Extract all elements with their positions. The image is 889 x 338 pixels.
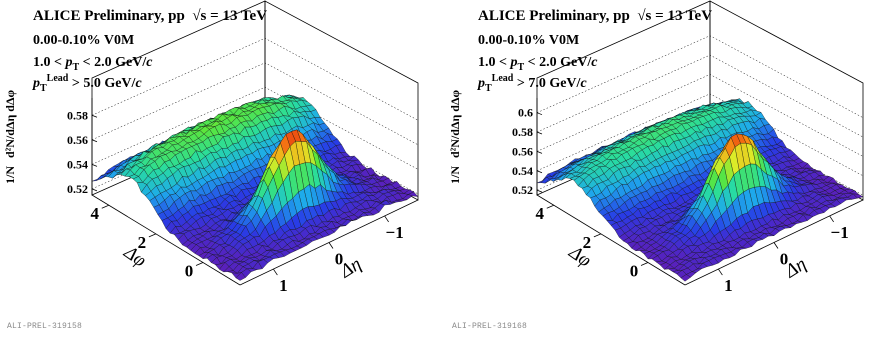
eta-tick-label: 0 xyxy=(780,250,789,269)
header-pt-lead: pTLead > 5.0 GeV/c xyxy=(33,73,142,94)
surface-cell xyxy=(235,272,246,281)
y-title-frac: d²N/dΔη dΔφ xyxy=(448,90,462,158)
preliminary-id: ALI-PREL-319158 xyxy=(7,322,83,331)
phi-tick-mark xyxy=(640,262,649,266)
z-ticks: 0.52 0.54 0.56 0.58 xyxy=(67,108,98,196)
phi-tick-label: 4 xyxy=(536,204,545,223)
eta-tick-mark xyxy=(773,242,779,249)
z-tick-mark xyxy=(91,139,98,143)
z-tick-label: 0.56 xyxy=(67,133,88,147)
surface-plot-right: 0.520.540.560.580.6024Δφ10−1Δη1/Nd²N/dΔη… xyxy=(448,0,864,295)
z-tick-mark xyxy=(536,170,543,174)
z-tick-label: 0.52 xyxy=(512,183,533,197)
phi-tick-mark xyxy=(101,204,109,209)
eta-tick-label: −1 xyxy=(386,223,404,242)
y-axis-title: 1/N d²N/dΔη dΔφ xyxy=(448,90,462,184)
z-tick-mark xyxy=(91,163,98,167)
z-tick-label: 0.58 xyxy=(512,125,533,139)
z-tick-mark xyxy=(536,151,543,154)
eta-tick-mark xyxy=(273,268,278,276)
header-pt-lead: pTLead > 7.0 GeV/c xyxy=(478,73,587,94)
experiment-label: ALICE Preliminary, pp xyxy=(478,8,630,24)
phi-tick-label: 4 xyxy=(91,204,100,223)
phi-tick-label: 2 xyxy=(583,233,592,252)
grid-line xyxy=(536,93,864,177)
y-title-frac: d²N/dΔη dΔφ xyxy=(3,90,17,158)
phi-axis-line xyxy=(91,194,241,286)
eta-ticks: 1 0 −1 xyxy=(718,215,849,295)
eta-tick-label: 1 xyxy=(279,276,288,295)
z-tick-mark xyxy=(91,188,98,192)
y-title-prefix: 1/N xyxy=(3,166,17,184)
surface xyxy=(91,94,419,281)
header-pt-range: 1.0 < pT < 2.0 GeV/c xyxy=(33,55,153,73)
pt-min: 1.0 < xyxy=(33,55,62,70)
eta-tick-label: −1 xyxy=(831,223,849,242)
energy-label: √s = 13 TeV xyxy=(637,8,713,24)
phi-tick-mark xyxy=(148,233,157,238)
surface-cell xyxy=(95,175,107,181)
z-tick-label: 0.52 xyxy=(67,182,88,196)
grid-line xyxy=(536,35,864,118)
header-multiplicity: 0.00-0.10% V0M xyxy=(478,33,580,48)
z-tick-label: 0.58 xyxy=(67,108,88,122)
surface-cell xyxy=(680,274,691,282)
grid-line xyxy=(91,37,419,121)
z-tick-mark xyxy=(536,131,543,135)
phi-tick-label: 0 xyxy=(185,261,194,280)
pt-min: 1.0 < xyxy=(478,55,507,70)
eta-tick-mark xyxy=(328,242,334,249)
phi-ticks: 0 2 4 xyxy=(91,204,204,280)
z-tick-label: 0.54 xyxy=(67,157,88,171)
phi-axis-line xyxy=(536,194,686,286)
header-experiment: ALICE Preliminary, pp √s = 13 TeV xyxy=(478,8,712,25)
eta-tick-label: 0 xyxy=(335,250,344,269)
pt-max: < 2.0 GeV/ xyxy=(527,55,592,70)
energy-label: √s = 13 TeV xyxy=(192,8,268,24)
chart-panel-left: 0.52 0.54 0.56 0.58 0 2 4 Δφ 1 0 −1 Δη 1/N d²N/dΔη dΔ… xyxy=(0,0,444,338)
phi-ticks: 0 2 4 xyxy=(536,204,649,280)
header-experiment: ALICE Preliminary, pp √s = 13 TeV xyxy=(33,8,267,25)
z-tick-label: 0.6 xyxy=(518,106,533,120)
eta-ticks: 1 0 −1 xyxy=(273,215,404,295)
grid-line xyxy=(536,74,864,157)
grid-line xyxy=(91,87,419,170)
header-multiplicity: 0.00-0.10% V0M xyxy=(33,33,135,48)
experiment-label: ALICE Preliminary, pp xyxy=(33,8,185,24)
chart-panel-right: 0.52 0.54 0.56 0.58 0.6 0 2 4 Δφ 1 0 −1 Δη 1/N d²N/dΔη… xyxy=(445,0,889,338)
pt-lead-cut: > 5.0 GeV/ xyxy=(71,76,136,91)
header-pt-range: 1.0 < pT < 2.0 GeV/c xyxy=(478,55,598,73)
preliminary-id: ALI-PREL-319168 xyxy=(452,322,528,331)
eta-tick-label: 1 xyxy=(724,276,733,295)
eta-tick-mark xyxy=(384,215,389,223)
eta-tick-mark xyxy=(718,268,723,276)
grid-line xyxy=(91,62,419,146)
z-ticks: 0.52 0.54 0.56 0.58 0.6 xyxy=(512,106,543,197)
surface xyxy=(536,98,864,282)
y-title-prefix: 1/N xyxy=(448,166,462,184)
phi-tick-mark xyxy=(546,204,554,209)
phi-tick-label: 0 xyxy=(630,261,639,280)
y-axis-title: 1/N d²N/dΔη dΔφ xyxy=(3,90,17,184)
eta-tick-mark xyxy=(829,215,834,223)
grid-line xyxy=(536,54,864,138)
z-tick-mark xyxy=(91,114,98,118)
pt-max: < 2.0 GeV/ xyxy=(82,55,147,70)
z-tick-mark xyxy=(536,112,543,116)
phi-tick-label: 2 xyxy=(138,233,147,252)
z-tick-label: 0.54 xyxy=(512,164,533,178)
phi-tick-mark xyxy=(593,233,602,238)
pt-lead-cut: > 7.0 GeV/ xyxy=(516,76,581,91)
phi-tick-mark xyxy=(195,262,204,266)
z-tick-label: 0.56 xyxy=(512,144,533,158)
z-tick-mark xyxy=(536,189,543,193)
